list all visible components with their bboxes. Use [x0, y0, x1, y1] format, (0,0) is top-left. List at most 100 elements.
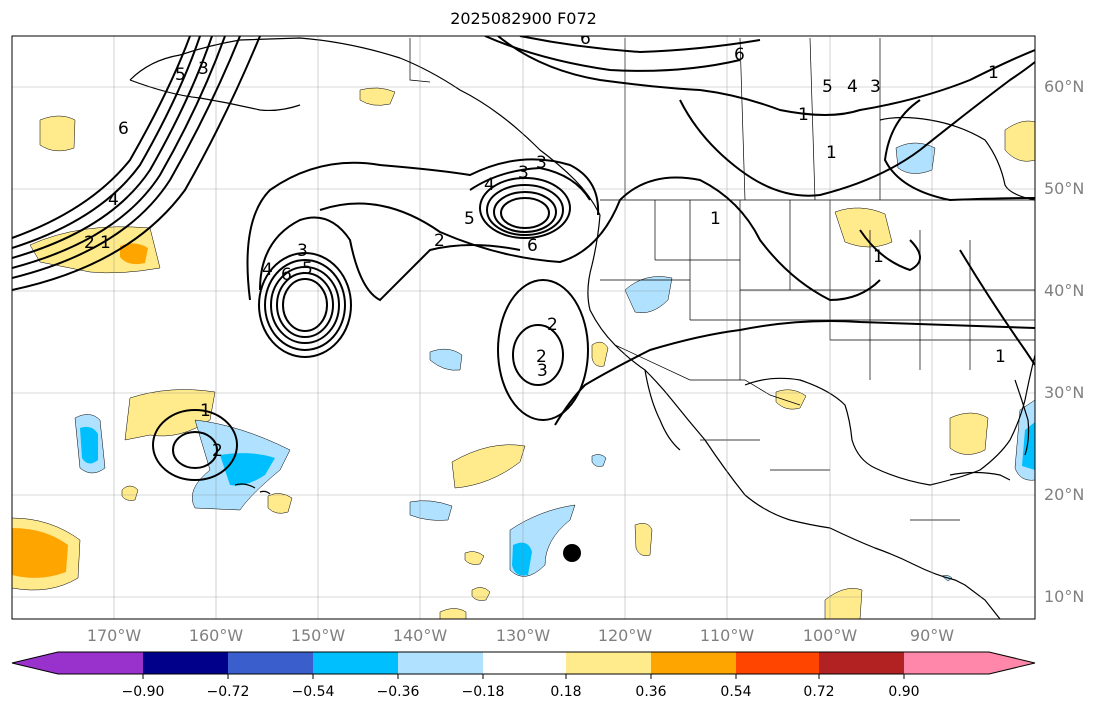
- contour-line: [699, 49, 1035, 116]
- blue-fill: [512, 542, 532, 576]
- lat-label: 60°N: [1044, 77, 1085, 96]
- contour-label: 2: [434, 231, 445, 251]
- colorbar-tick-label: −0.18: [461, 684, 505, 700]
- colorbar-segment: [651, 652, 736, 674]
- colorbar-tick-label: −0.36: [376, 684, 420, 700]
- baja-california: [644, 369, 681, 451]
- mexico-state-lines: [700, 439, 960, 521]
- light-blue-fill: [429, 348, 463, 371]
- colorbar-segment: [819, 652, 904, 674]
- lon-label: 170°W: [86, 626, 142, 645]
- contours: [12, 36, 1035, 481]
- contour-label: 1: [798, 105, 809, 125]
- yellow-fill: [451, 444, 526, 489]
- lat-label: 20°N: [1044, 485, 1085, 504]
- contour-label: 5: [464, 209, 475, 229]
- contour-line: [152, 409, 238, 481]
- contour-line: [12, 36, 261, 291]
- contour-line: [679, 61, 1035, 197]
- contour-label: 5: [302, 259, 313, 279]
- contour-line: [319, 176, 881, 302]
- lat-label: 10°N: [1044, 587, 1085, 606]
- contour-line: [554, 320, 1035, 426]
- blue-fill: [1022, 422, 1035, 470]
- contour-label: 2: [536, 347, 547, 367]
- contour-line: [493, 191, 557, 233]
- light-blue-fill: [895, 142, 936, 174]
- colorbar-extend-high: [989, 652, 1035, 674]
- orange-fill: [120, 243, 148, 265]
- map-frame: [11, 35, 1036, 620]
- contour-label: 1: [988, 63, 999, 83]
- colorbar-segment: [483, 652, 566, 674]
- yellow-fill: [949, 412, 989, 455]
- yellow-fill: [824, 588, 863, 619]
- contour-label: 3: [297, 241, 308, 261]
- blue-fill: [220, 453, 275, 486]
- contour-line: [282, 278, 328, 332]
- contour-label: 3: [198, 59, 209, 79]
- yellow-fill: [124, 389, 216, 441]
- contour-label: 6: [734, 45, 745, 65]
- light-blue-fill: [409, 500, 453, 521]
- contour-line: [258, 252, 352, 358]
- colorbar: [11, 651, 1036, 679]
- colorbar-segment: [566, 652, 651, 674]
- orange-fill: [12, 528, 68, 578]
- contour-label: 3: [536, 153, 547, 173]
- lon-label: 90°W: [909, 626, 955, 645]
- contour-label: 3: [537, 361, 548, 381]
- coastlines: [129, 37, 1035, 619]
- contour-label: 1: [710, 209, 721, 229]
- lon-label: 110°W: [699, 626, 755, 645]
- yellow-fill: [39, 115, 76, 152]
- contour-label: 2: [212, 441, 223, 461]
- contour-line: [883, 99, 1035, 202]
- cuba: [949, 471, 1011, 481]
- gulf-of-mexico-coast: [744, 354, 1035, 486]
- contour-label: 1: [873, 247, 884, 267]
- contour-label: 4: [108, 190, 119, 210]
- contour-line: [276, 272, 334, 338]
- contour-label: 1: [200, 401, 211, 421]
- yellow-fill: [591, 341, 609, 367]
- colorbar-extend-low: [12, 652, 58, 674]
- contour-line: [486, 184, 564, 236]
- contour-label: 4: [262, 260, 273, 280]
- contour-label: 1: [100, 233, 111, 253]
- colorbar-tick-label: −0.90: [121, 684, 165, 700]
- colorbar-segment: [398, 652, 483, 674]
- canada-province-lines: [624, 37, 881, 201]
- contour-label: 1: [826, 143, 837, 163]
- contour-line: [12, 36, 201, 249]
- contour-line: [469, 166, 591, 201]
- contour-line: [497, 36, 701, 91]
- colorbar-segment: [143, 652, 228, 674]
- colorbar-tick-label: 0.18: [550, 684, 582, 700]
- contour-label: 3: [518, 163, 529, 183]
- contour-label: 6: [527, 236, 538, 256]
- contour-line: [479, 177, 571, 239]
- contour-label: 4: [484, 175, 495, 195]
- location-marker: [563, 544, 581, 562]
- contour-line: [959, 249, 1035, 366]
- yellow-fill: [439, 608, 467, 619]
- contour-line: [500, 197, 550, 229]
- contour-line: [497, 279, 589, 421]
- contour-line: [12, 36, 226, 269]
- lat-label: 30°N: [1044, 383, 1085, 402]
- contour-line: [12, 36, 191, 239]
- contour-label: 2: [84, 233, 95, 253]
- contour-label: 6: [580, 29, 591, 49]
- colorbar-tick-label: 0.72: [803, 684, 835, 700]
- lon-label: 140°W: [392, 626, 448, 645]
- yellow-fill: [121, 485, 139, 501]
- lon-label: 160°W: [188, 626, 244, 645]
- colorbar-segment: [228, 652, 313, 674]
- lat-label: 50°N: [1044, 179, 1085, 198]
- contour-line: [246, 158, 600, 301]
- contour-label: 2: [547, 315, 558, 335]
- alaska-canada-border: [409, 38, 431, 83]
- contour-line: [12, 36, 213, 259]
